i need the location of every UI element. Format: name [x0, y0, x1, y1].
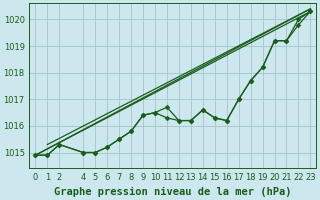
X-axis label: Graphe pression niveau de la mer (hPa): Graphe pression niveau de la mer (hPa)	[54, 186, 292, 197]
